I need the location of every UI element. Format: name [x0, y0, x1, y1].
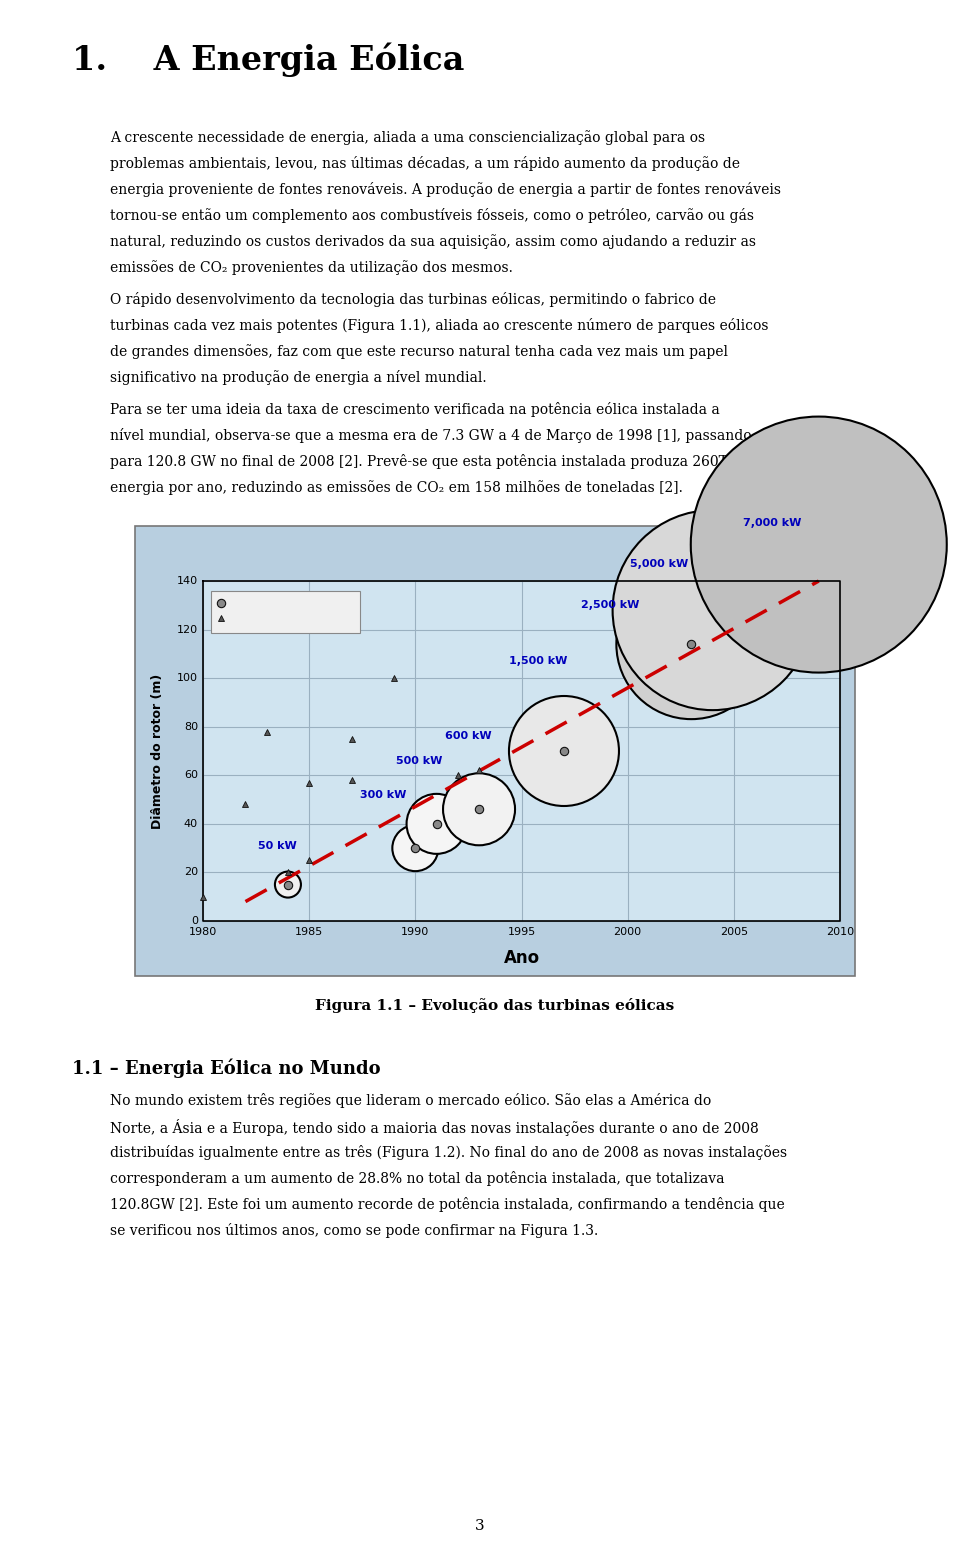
Text: corresponderam a um aumento de 28.8% no total da potência instalada, que totaliz: corresponderam a um aumento de 28.8% no … [110, 1171, 725, 1186]
Text: energia por ano, reduzindo as emissões de CO₂ em 158 milhões de toneladas [2].: energia por ano, reduzindo as emissões d… [110, 480, 683, 495]
Text: problemas ambientais, levou, nas últimas décadas, a um rápido aumento da produçã: problemas ambientais, levou, nas últimas… [110, 156, 740, 171]
Text: 1995: 1995 [508, 926, 536, 937]
Text: para 120.8 GW no final de 2008 [2]. Prevê-se que esta potência instalada produza: para 120.8 GW no final de 2008 [2]. Prev… [110, 455, 773, 469]
Text: 600 kW: 600 kW [445, 732, 492, 741]
Text: 100: 100 [177, 673, 198, 684]
Text: se verificou nos últimos anos, como se pode confirmar na Figura 1.3.: se verificou nos últimos anos, como se p… [110, 1222, 598, 1238]
Text: 2010: 2010 [826, 926, 854, 937]
Text: 2005: 2005 [720, 926, 748, 937]
Text: de grandes dimensões, faz com que este recurso natural tenha cada vez mais um pa: de grandes dimensões, faz com que este r… [110, 344, 728, 358]
Text: Ano: Ano [503, 950, 540, 967]
Text: 40: 40 [184, 819, 198, 828]
Text: turbinas cada vez mais potentes (Figura 1.1), aliada ao crescente número de parq: turbinas cada vez mais potentes (Figura … [110, 318, 769, 333]
Text: 1990: 1990 [401, 926, 429, 937]
Circle shape [393, 825, 439, 872]
Text: A crescente necessidade de energia, aliada a uma consciencialização global para : A crescente necessidade de energia, alia… [110, 129, 706, 145]
Text: 5,000 kW: 5,000 kW [631, 559, 688, 568]
Text: natural, reduzindo os custos derivados da sua aquisição, assim como ajudando a r: natural, reduzindo os custos derivados d… [110, 234, 756, 249]
Text: Diâmetro do rotor (m): Diâmetro do rotor (m) [151, 673, 163, 828]
Text: 80: 80 [184, 722, 198, 732]
Text: 20: 20 [184, 867, 198, 878]
Text: energia proveniente de fontes renováveis. A produção de energia a partir de font: energia proveniente de fontes renováveis… [110, 182, 781, 198]
Circle shape [407, 794, 467, 853]
Text: No mundo existem três regiões que lideram o mercado eólico. São elas a América d: No mundo existem três regiões que lidera… [110, 1093, 711, 1109]
Text: nível mundial, observa-se que a mesma era de 7.3 GW a 4 de Março de 1998 [1], pa: nível mundial, observa-se que a mesma er… [110, 428, 752, 444]
Text: 1.    A Energia Eólica: 1. A Energia Eólica [72, 42, 465, 76]
Circle shape [443, 774, 515, 845]
Circle shape [275, 872, 300, 897]
Text: 1.1 – Energia Eólica no Mundo: 1.1 – Energia Eólica no Mundo [72, 1059, 380, 1077]
Text: tornou-se então um complemento aos combustíveis fósseis, como o petróleo, carvão: tornou-se então um complemento aos combu… [110, 209, 754, 223]
Text: 2000: 2000 [613, 926, 641, 937]
Text: 1985: 1985 [295, 926, 324, 937]
Text: Norte, a Ásia e a Europa, tendo sido a maioria das novas instalações durante o a: Norte, a Ásia e a Europa, tendo sido a m… [110, 1119, 758, 1137]
Circle shape [612, 511, 812, 710]
Text: O rápido desenvolvimento da tecnologia das turbinas eólicas, permitindo o fabric: O rápido desenvolvimento da tecnologia d… [110, 293, 716, 307]
Text: Protótipos: Protótipos [230, 613, 283, 623]
Text: 50 kW: 50 kW [258, 841, 297, 850]
Text: emissões de CO₂ provenientes da utilização dos mesmos.: emissões de CO₂ provenientes da utilizaç… [110, 260, 513, 276]
FancyBboxPatch shape [211, 592, 360, 634]
Text: 500 kW: 500 kW [396, 755, 443, 766]
Circle shape [691, 417, 947, 673]
Circle shape [616, 570, 766, 719]
Text: 140: 140 [177, 576, 198, 585]
Text: 60: 60 [184, 771, 198, 780]
Text: 120: 120 [177, 624, 198, 635]
Text: Aerogeradores de Série: Aerogeradores de Série [230, 598, 353, 609]
Text: distribuídas igualmente entre as três (Figura 1.2). No final do ano de 2008 as n: distribuídas igualmente entre as três (F… [110, 1144, 787, 1160]
Text: 1980: 1980 [189, 926, 217, 937]
Text: 1,500 kW: 1,500 kW [510, 655, 567, 666]
Text: 2,500 kW: 2,500 kW [582, 599, 640, 610]
Text: Para se ter uma ideia da taxa de crescimento verificada na potência eólica insta: Para se ter uma ideia da taxa de crescim… [110, 402, 720, 417]
FancyBboxPatch shape [203, 581, 840, 922]
Text: 7,000 kW: 7,000 kW [743, 517, 802, 528]
Text: Figura 1.1 – Evolução das turbinas eólicas: Figura 1.1 – Evolução das turbinas eólic… [316, 998, 675, 1014]
Text: 0: 0 [191, 916, 198, 926]
Text: significativo na produção de energia a nível mundial.: significativo na produção de energia a n… [110, 371, 487, 385]
FancyBboxPatch shape [135, 526, 855, 976]
Circle shape [509, 696, 619, 807]
Text: 300 kW: 300 kW [360, 789, 407, 800]
Text: 120.8GW [2]. Este foi um aumento recorde de potência instalada, confirmando a te: 120.8GW [2]. Este foi um aumento recorde… [110, 1197, 784, 1211]
Text: 3: 3 [475, 1520, 485, 1534]
